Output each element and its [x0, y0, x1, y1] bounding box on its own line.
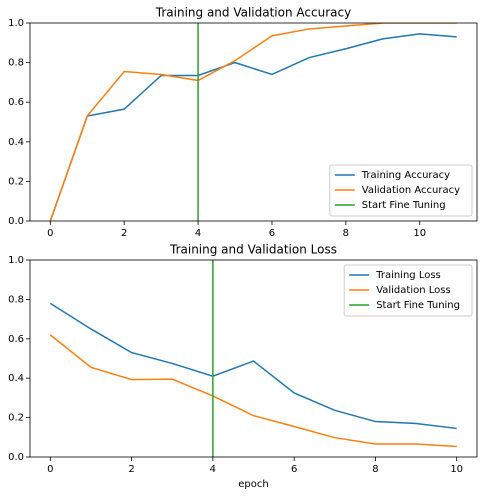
plot-area [49, 260, 457, 457]
legend-label: Start Fine Tuning [362, 200, 446, 211]
legend: Training Accuracy Validation Accuracy Star… [329, 164, 473, 217]
x-tick-label: 10 [413, 228, 426, 239]
y-tick-label: 1.0 [8, 18, 24, 29]
y-tick-label: 0.4 [8, 137, 24, 148]
x-tick-label: 2 [128, 464, 134, 475]
chart-title: Training and Validation Loss [169, 243, 337, 257]
y-tick-label: 0.8 [8, 294, 24, 305]
y-tick-label: 1.0 [8, 255, 24, 266]
y-tick-label: 0.4 [8, 373, 24, 384]
x-tick-label: 4 [195, 228, 201, 239]
x-tick-label: 10 [450, 464, 463, 475]
x-axis-label: epoch [238, 479, 268, 490]
legend-frame [343, 264, 473, 317]
x-tick-label: 4 [210, 464, 216, 475]
series-line [49, 23, 457, 221]
legend-label: Validation Accuracy [362, 185, 460, 196]
legend-frame [329, 164, 473, 217]
legend-label: Validation Loss [376, 285, 451, 296]
legend-label: Training Accuracy [361, 170, 450, 181]
x-tick-label: 2 [121, 228, 127, 239]
plot-area [49, 23, 457, 221]
y-tick-label: 0.8 [8, 58, 24, 69]
x-tick-label: 0 [47, 464, 53, 475]
y-tick-label: 0.0 [8, 216, 24, 227]
x-tick-label: 8 [343, 228, 349, 239]
y-tick-label: 0.2 [8, 176, 24, 187]
y-tick-label: 0.0 [8, 452, 24, 463]
legend: Training Loss Validation Loss Start Fine T… [343, 264, 473, 317]
legend-label: Training Loss [375, 270, 441, 281]
legend-label: Start Fine Tuning [376, 300, 460, 311]
x-tick-label: 8 [372, 464, 378, 475]
y-tick-label: 0.6 [8, 97, 24, 108]
axes-frame [29, 22, 478, 222]
series-line [49, 302, 457, 430]
series-line [49, 33, 457, 221]
axes-frame [29, 259, 478, 458]
x-tick-label: 6 [291, 464, 297, 475]
x-tick-label: 6 [269, 228, 275, 239]
series-line [49, 334, 457, 448]
chart-title: Training and Validation Accuracy [155, 6, 351, 20]
y-tick-label: 0.6 [8, 334, 24, 345]
x-tick-label: 0 [47, 228, 53, 239]
y-tick-label: 0.2 [8, 413, 24, 424]
